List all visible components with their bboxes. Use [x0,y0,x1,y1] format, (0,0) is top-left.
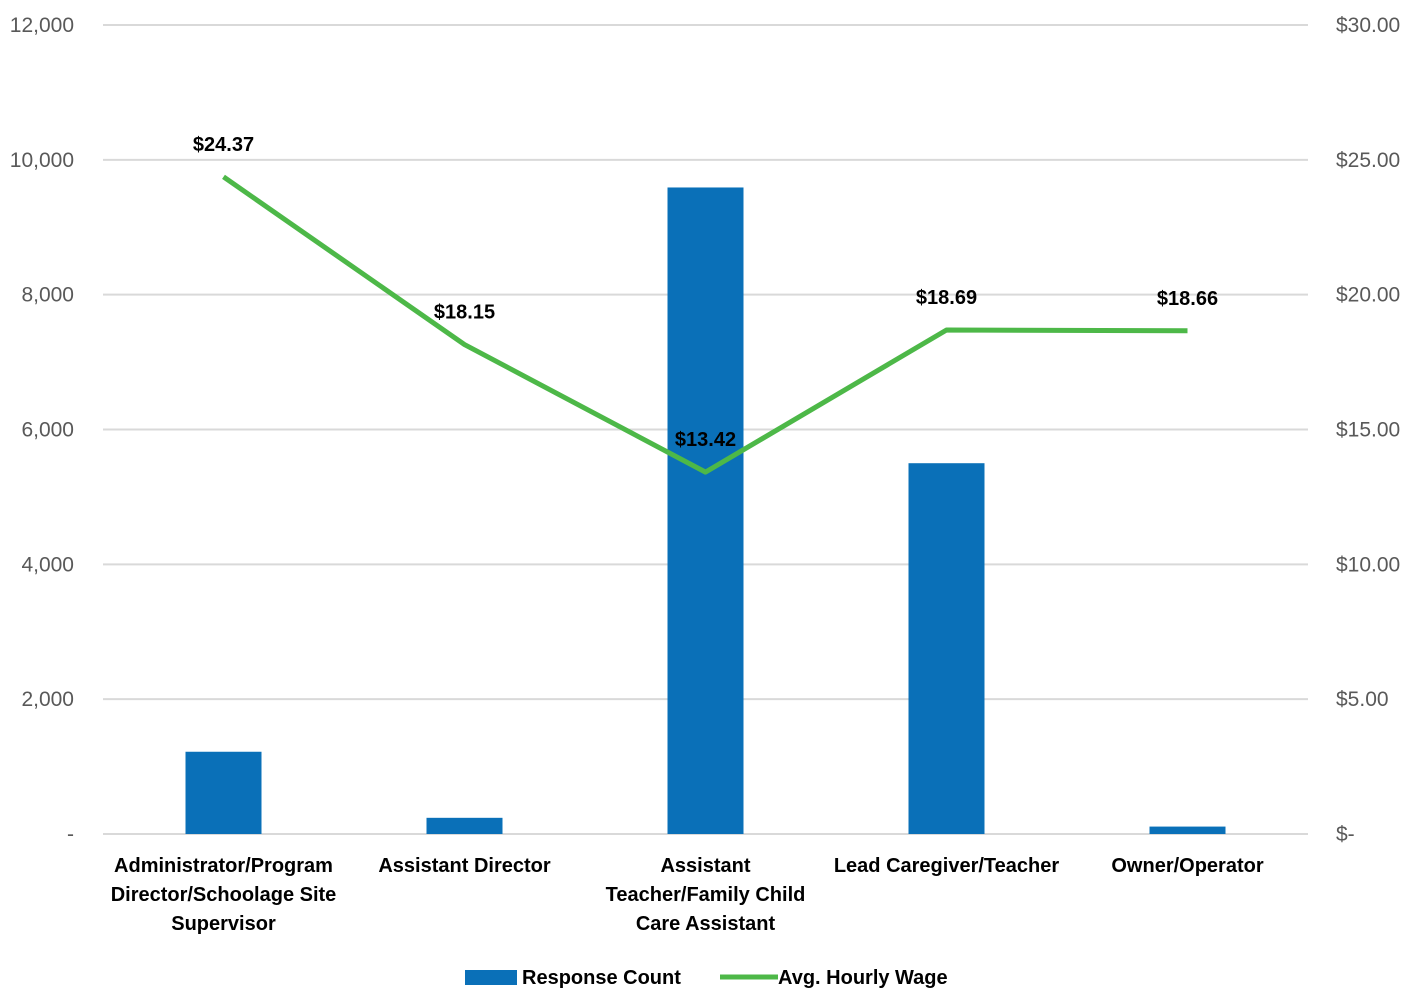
category-label-line: Lead Caregiver/Teacher [834,855,1060,877]
category-label: Administrator/Program Director/Schoolage … [111,855,337,935]
category-label-line: Assistant [660,855,750,877]
left-axis: - 2,000 4,000 6,000 8,000 10,000 12,000 [10,14,74,846]
legend-swatch-response-count [465,970,517,985]
right-tick-label: $25.00 [1336,149,1400,172]
left-tick-label: 4,000 [21,553,74,576]
left-tick-label: 10,000 [10,149,74,172]
wage-data-label: $24.37 [193,134,254,156]
data-labels: $24.37 $18.15 $13.42 $18.69 $18.66 [193,134,1218,451]
wage-data-label: $13.42 [675,429,736,451]
category-label-line: Owner/Operator [1111,855,1263,877]
right-tick-label: $- [1336,823,1355,846]
category-axis: Administrator/Program Director/Schoolage … [111,855,1264,935]
category-label: Assistant Teacher/Family Child Care Assist… [606,855,806,935]
left-tick-label: - [67,823,74,846]
right-tick-label: $5.00 [1336,688,1389,711]
right-tick-label: $15.00 [1336,419,1400,442]
left-tick-label: 8,000 [21,284,74,307]
right-tick-label: $10.00 [1336,553,1400,576]
left-tick-label: 2,000 [21,688,74,711]
left-tick-label: 12,000 [10,14,74,37]
category-label-line: Director/Schoolage Site [111,884,337,906]
bar-response-count [185,751,262,834]
right-tick-label: $20.00 [1336,284,1400,307]
bar-response-count [908,463,985,834]
category-label-line: Administrator/Program [114,855,333,877]
category-label-line: Supervisor [171,913,276,935]
wage-data-label: $18.66 [1157,288,1218,310]
legend-label-response-count: Response Count [522,967,681,989]
wage-data-label: $18.15 [434,302,495,324]
category-label-line: Care Assistant [636,913,776,935]
bar-response-count [1149,826,1226,834]
legend: Response Count Avg. Hourly Wage [465,967,948,989]
response-count-bars [185,187,1226,834]
bar-response-count [667,187,744,834]
wage-line [222,174,1188,475]
left-tick-label: 6,000 [21,419,74,442]
category-label-line: Teacher/Family Child [606,884,806,906]
legend-label-avg-hourly-wage: Avg. Hourly Wage [778,967,948,989]
category-label-line: Assistant Director [378,855,550,877]
category-label: Lead Caregiver/Teacher [834,855,1060,877]
right-tick-label: $30.00 [1336,14,1400,37]
avg-hourly-wage-line [222,174,1188,475]
wage-data-label: $18.69 [916,287,977,309]
category-label: Owner/Operator [1111,855,1263,877]
bar-response-count [426,817,503,834]
right-axis: $- $5.00 $10.00 $15.00 $20.00 $25.00 $30.00 [1336,14,1400,846]
category-label: Assistant Director [378,855,550,877]
